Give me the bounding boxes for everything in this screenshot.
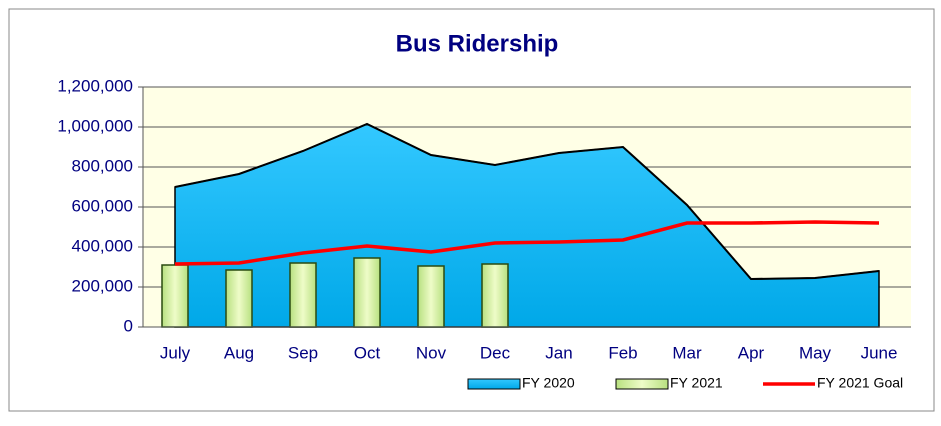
y-tick-label: 0 [124, 316, 133, 335]
x-tick-label: May [799, 343, 832, 362]
x-tick-label: Dec [480, 343, 511, 362]
y-tick-label: 600,000 [72, 196, 133, 215]
bar [225, 269, 253, 328]
y-tick-label: 1,200,000 [57, 76, 133, 95]
bar [417, 265, 445, 328]
x-tick-label: June [861, 343, 898, 362]
chart-title: Bus Ridership [396, 30, 559, 57]
y-tick-label: 400,000 [72, 236, 133, 255]
bar [353, 257, 381, 328]
x-tick-label: Aug [224, 343, 254, 362]
line [174, 220, 880, 266]
x-tick-label: Mar [672, 343, 702, 362]
legend-label: FY 2020 [522, 375, 575, 391]
bar [481, 263, 509, 328]
legend-swatch [467, 378, 521, 390]
x-tick-label: Apr [738, 343, 765, 362]
y-tick-label: 1,000,000 [57, 116, 133, 135]
x-tick-label: Oct [354, 343, 381, 362]
y-tick-label: 800,000 [72, 156, 133, 175]
legend-label: FY 2021 Goal [817, 375, 903, 391]
legend-swatch [615, 378, 669, 390]
bar [289, 262, 317, 328]
x-tick-label: July [160, 343, 191, 362]
y-tick-label: 200,000 [72, 276, 133, 295]
area-outline [174, 122, 880, 281]
x-tick-label: Jan [545, 343, 572, 362]
x-tick-label: Nov [416, 343, 447, 362]
bar [161, 264, 189, 328]
x-tick-label: Sep [288, 343, 318, 362]
legend-label: FY 2021 [670, 375, 723, 391]
x-tick-label: Feb [608, 343, 637, 362]
